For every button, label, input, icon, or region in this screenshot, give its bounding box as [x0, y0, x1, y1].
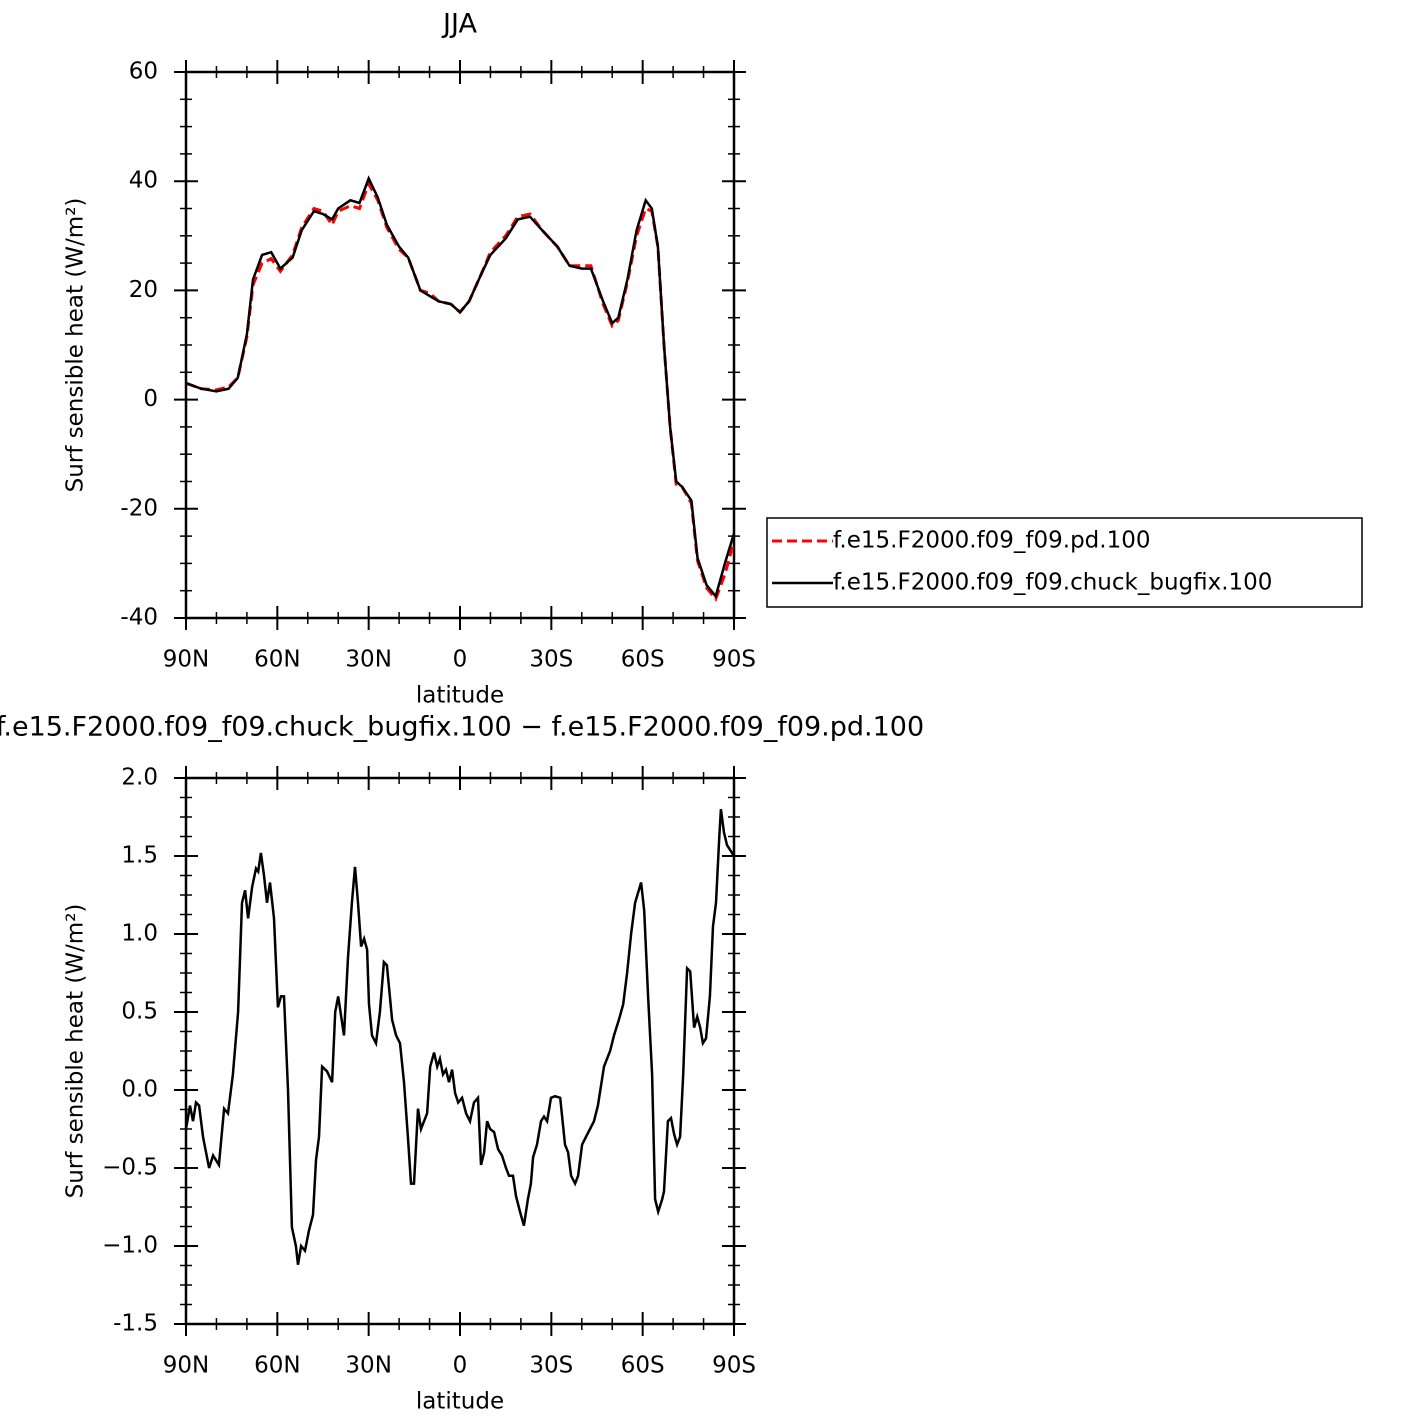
data-line [184, 809, 736, 1265]
x-tick-label: 30N [345, 1353, 391, 1379]
y-tick-label: 60 [129, 59, 158, 85]
plot-frame [184, 70, 736, 620]
y-tick-label: 0.0 [121, 1077, 158, 1103]
y-tick-label: -40 [120, 605, 158, 631]
x-tick-label: 90S [712, 647, 756, 673]
y-tick-label: −1.0 [102, 1233, 158, 1259]
y-tick-label: 40 [129, 168, 158, 194]
legend-box [766, 517, 1363, 608]
x-tick-label: 90S [712, 1353, 756, 1379]
y-axis-label: Surf sensible heat (W/m²) [63, 904, 89, 1199]
y-tick-label: −0.5 [102, 1155, 158, 1181]
x-tick-label: 90N [163, 1353, 209, 1379]
x-tick-label: 60N [254, 1353, 300, 1379]
x-tick-label: 60S [621, 1353, 665, 1379]
y-tick-label: 0.5 [121, 999, 158, 1025]
legend-label: f.e15.F2000.f09_f09.chuck_bugfix.100 [833, 570, 1272, 596]
x-tick-label: 30N [345, 647, 391, 673]
y-tick-label: 20 [129, 277, 158, 303]
chart-title: f.e15.F2000.f09_f09.chuck_bugfix.100 − f… [0, 712, 924, 743]
x-tick-label: 90N [163, 647, 209, 673]
x-tick-label: 30S [529, 1353, 573, 1379]
data-line [185, 175, 736, 599]
y-tick-label: 1.5 [121, 843, 158, 869]
data-line [185, 180, 736, 602]
x-tick-label: 30S [529, 647, 573, 673]
y-tick-label: -20 [120, 495, 158, 521]
legend-label: f.e15.F2000.f09_f09.pd.100 [833, 528, 1151, 554]
chart-title: JJA [441, 9, 477, 40]
y-tick-label: -1.5 [113, 1311, 158, 1337]
y-axis-label: Surf sensible heat (W/m²) [63, 198, 89, 493]
y-tick-label: 2.0 [121, 765, 158, 791]
x-tick-label: 60N [254, 647, 300, 673]
x-axis-label: latitude [416, 683, 504, 709]
x-tick-label: 0 [453, 1353, 468, 1379]
x-tick-label: 60S [621, 647, 665, 673]
x-tick-label: 0 [453, 647, 468, 673]
x-axis-label: latitude [416, 1389, 504, 1415]
y-tick-label: 1.0 [121, 921, 158, 947]
y-tick-label: 0 [143, 386, 158, 412]
